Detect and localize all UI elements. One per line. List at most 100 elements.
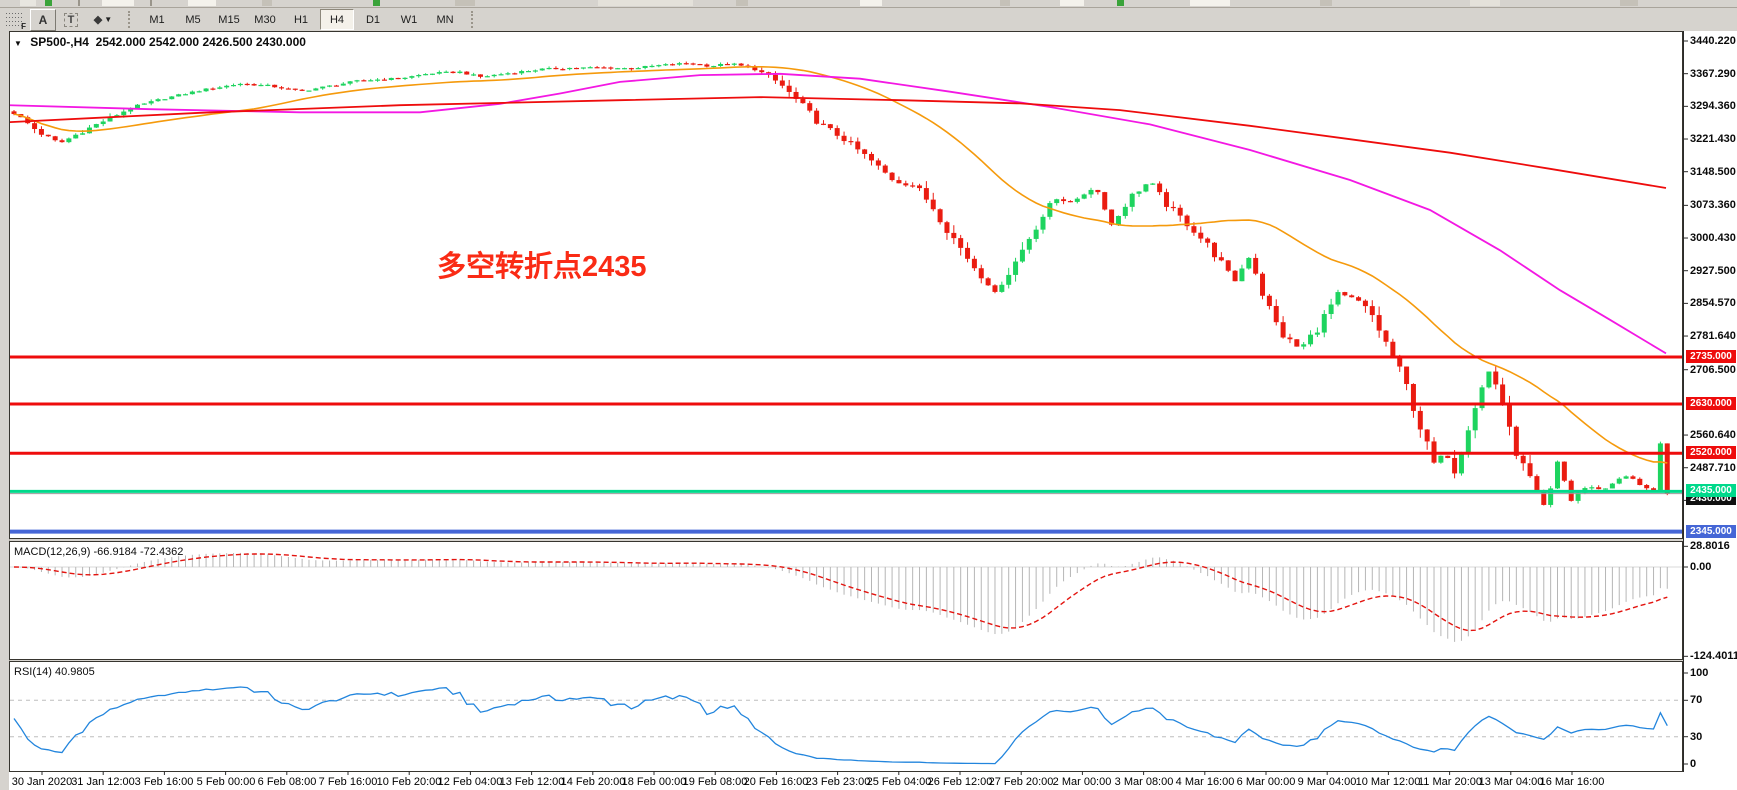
text-box-icon: T: [63, 12, 79, 27]
time-axis-label: 26 Feb 12:00: [927, 776, 993, 788]
toolbar-fragment: [1320, 0, 1332, 6]
time-axis-label: 6 Mar 00:00: [1236, 776, 1296, 788]
toolbar-fragment: [1000, 0, 1010, 6]
price-axis-label: 3221.430: [1690, 133, 1736, 145]
hline-price-badge: 2435.000: [1686, 484, 1736, 497]
price-axis-label: 3073.360: [1690, 199, 1736, 211]
symbol-label: SP500-,H4: [30, 35, 89, 49]
time-axis-label: 7 Feb 16:00: [318, 776, 378, 788]
time-axis-label: 11 Mar 20:00: [1417, 776, 1483, 788]
time-axis-label: 18 Feb 00:00: [621, 776, 687, 788]
time-axis-label: 4 Mar 16:00: [1175, 776, 1235, 788]
text-tool-button[interactable]: T: [59, 10, 83, 30]
time-axis-label: 10 Feb 20:00: [376, 776, 442, 788]
ohlc-low: 2426.500: [202, 35, 253, 49]
time-axis-label: 16 Mar 16:00: [1539, 776, 1605, 788]
hline-price-badge: 2735.000: [1686, 350, 1736, 363]
time-axis-label: 5 Feb 00:00: [196, 776, 256, 788]
toolbar-fragment: [45, 0, 52, 6]
clipped-upper-toolbar: [0, 0, 1737, 8]
toolbar-drag-handle-2[interactable]: [471, 11, 476, 28]
rsi-indicator-pane[interactable]: [9, 661, 1683, 772]
price-axis-label: 2781.640: [1690, 330, 1736, 342]
toolbar-fragment: [262, 0, 272, 6]
rsi-value: 40.9805: [54, 666, 95, 678]
toolbar-fragment: [1190, 0, 1230, 6]
toolbar-fragment: [455, 0, 475, 6]
timeframe-button-H1[interactable]: H1: [293, 13, 309, 26]
price-axis-label: 3148.500: [1690, 166, 1736, 178]
arrange-objects-button[interactable]: ◆ ▼: [86, 10, 120, 30]
timeframe-button-M15[interactable]: M15: [218, 13, 240, 26]
toolbar-fragment: [1470, 0, 1500, 6]
ohlc-close: 2430.000: [255, 35, 306, 49]
dropdown-caret-icon: ▼: [104, 15, 113, 24]
time-axis-label: 13 Feb 12:00: [499, 776, 565, 788]
toolbar-drag-handle[interactable]: [128, 11, 133, 28]
time-axis-label: 3 Mar 08:00: [1114, 776, 1174, 788]
timeframe-button-M30[interactable]: M30: [254, 13, 276, 26]
time-axis-strip[interactable]: [9, 772, 1737, 790]
chart-text-annotation[interactable]: 多空转折点2435: [437, 251, 647, 283]
macd-axis-label: -124.4011: [1690, 650, 1737, 662]
price-axis-label: 2706.500: [1690, 364, 1736, 376]
toolbar-fragment: [188, 0, 216, 6]
timeframe-button-group: M1 M5 M15 M30 H1 H4 D1 W1 MN: [139, 9, 463, 30]
timeframe-button-D1[interactable]: D1: [365, 13, 381, 26]
toolbar-fragment: [102, 0, 134, 6]
hline-price-badge: 2630.000: [1686, 397, 1736, 410]
timeframe-button-M1[interactable]: M1: [149, 13, 165, 26]
toolbar-fragment: [736, 0, 748, 6]
time-axis-label: 23 Feb 23:00: [805, 776, 871, 788]
ohlc-open: 2542.000: [95, 35, 146, 49]
ohlc-high: 2542.000: [149, 35, 200, 49]
toolbar-fragment: [1117, 0, 1124, 6]
time-axis-label: 12 Feb 04:00: [437, 776, 503, 788]
macd-axis-label: 0.00: [1690, 561, 1712, 573]
time-axis-label: 19 Feb 08:00: [682, 776, 748, 788]
time-axis-label: 13 Mar 04:00: [1478, 776, 1544, 788]
rsi-axis-label: 0: [1690, 758, 1697, 770]
macd-signal-value: -72.4362: [139, 546, 184, 558]
timeframe-button-M5[interactable]: M5: [185, 13, 201, 26]
time-axis-label: 9 Mar 04:00: [1297, 776, 1357, 788]
chart-title: ▼ SP500-,H4 2542.000 2542.000 2426.500 2…: [14, 35, 306, 49]
toolbar-fragment: [1620, 0, 1638, 6]
macd-indicator-pane[interactable]: [9, 541, 1683, 660]
toolbar-fragment: [598, 0, 693, 6]
toolbar-fragment: [150, 0, 152, 6]
hline-price-badge: 2345.000: [1686, 525, 1736, 538]
price-axis-label: 2560.640: [1690, 429, 1736, 441]
timeframe-button-MN[interactable]: MN: [436, 13, 454, 26]
time-axis-label: 30 Jan 2020: [11, 776, 73, 788]
price-axis-label: 2854.570: [1690, 297, 1736, 309]
macd-label: MACD(12,26,9) -66.9184 -72.4362: [14, 546, 184, 558]
grid-dots-icon: F: [6, 12, 26, 31]
time-axis-label: 6 Feb 08:00: [257, 776, 317, 788]
chart-toolbar: F A T ◆ ▼ M1 M5 M15 M30 H1 H4 D1 W1 MN: [0, 8, 1737, 32]
time-axis-label: 14 Feb 20:00: [560, 776, 626, 788]
toolbar-fragment: [20, 0, 36, 6]
time-axis-label: 25 Feb 04:00: [866, 776, 932, 788]
toolbar-fragment: [78, 0, 80, 6]
grid-properties-icon[interactable]: F: [3, 10, 27, 31]
annotate-letter-button[interactable]: A: [30, 8, 56, 31]
toolbar-fragment: [373, 0, 380, 6]
rsi-axis-label: 30: [1690, 731, 1703, 743]
timeframe-button-H4[interactable]: H4: [320, 9, 354, 30]
price-axis-label: 2487.710: [1690, 462, 1736, 474]
price-axis-label: 3000.430: [1690, 232, 1736, 244]
rsi-axis-label: 100: [1690, 667, 1709, 679]
price-axis-label: 2927.500: [1690, 265, 1736, 277]
symbol-dropdown-icon[interactable]: ▼: [14, 39, 22, 48]
price-axis-label: 3367.290: [1690, 68, 1736, 80]
time-axis-label: 31 Jan 12:00: [71, 776, 135, 788]
rsi-label: RSI(14) 40.9805: [14, 666, 95, 678]
time-axis-label: 20 Feb 16:00: [743, 776, 809, 788]
diamond-icon: ◆: [93, 14, 103, 26]
time-axis-label: 27 Feb 20:00: [988, 776, 1054, 788]
timeframe-button-W1[interactable]: W1: [400, 13, 418, 26]
price-chart-pane[interactable]: [9, 31, 1683, 539]
time-axis-label: 2 Mar 00:00: [1052, 776, 1112, 788]
